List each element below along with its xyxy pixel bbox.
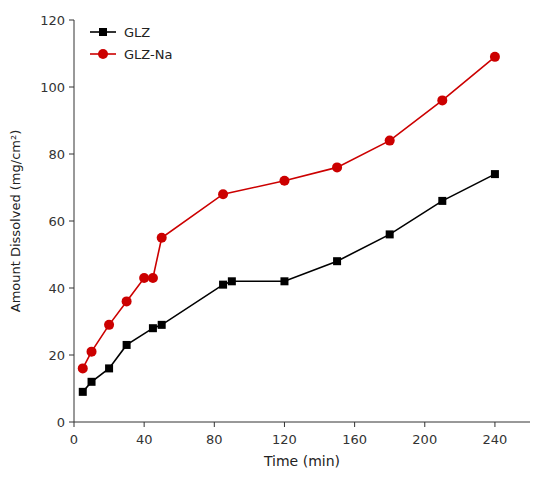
x-axis-line (74, 422, 530, 423)
data-point (158, 321, 166, 329)
data-point (279, 176, 289, 186)
chart: 0 40 80 120 160 200 240 0 20 40 60 80 100 120 Time (mi… (0, 0, 552, 480)
data-point (332, 162, 342, 172)
data-point (88, 378, 96, 386)
x-tick-label: 120 (272, 432, 297, 447)
y-tick-label: 60 (48, 214, 65, 229)
legend-label: GLZ-Na (124, 47, 172, 62)
data-point (104, 320, 114, 330)
data-point (105, 364, 113, 372)
y-axis-label: Amount Dissolved (mg/cm²) (8, 130, 23, 313)
y-tick-label: 80 (48, 147, 65, 162)
data-point (228, 277, 236, 285)
x-tick-label: 0 (70, 432, 78, 447)
x-tick-label: 200 (412, 432, 437, 447)
data-point (123, 341, 131, 349)
data-point (87, 347, 97, 357)
plot-area (78, 52, 500, 396)
series-line (83, 57, 495, 369)
data-point (280, 277, 288, 285)
y-tick-label: 100 (40, 80, 65, 95)
data-point (385, 136, 395, 146)
data-point (78, 363, 88, 373)
x-axis-label: Time (min) (263, 453, 340, 469)
x-tick-label: 160 (342, 432, 367, 447)
data-point (79, 388, 87, 396)
y-tick (69, 20, 74, 21)
x-tick (74, 422, 75, 427)
data-point (438, 197, 446, 205)
series-line (83, 174, 495, 392)
x-tick (424, 422, 425, 427)
y-tick (69, 355, 74, 356)
y-tick-label: 0 (57, 415, 65, 430)
y-tick (69, 221, 74, 222)
y-tick-label: 40 (48, 281, 65, 296)
data-point (491, 170, 499, 178)
y-tick-label: 20 (48, 348, 65, 363)
y-tick-label: 120 (40, 13, 65, 28)
x-tick (144, 422, 145, 427)
data-point (219, 281, 227, 289)
x-tick-label: 80 (206, 432, 223, 447)
data-point (157, 233, 167, 243)
legend-marker (98, 49, 108, 59)
legend-marker (99, 28, 107, 36)
data-point (139, 273, 149, 283)
x-tick-label: 240 (483, 432, 508, 447)
data-point (490, 52, 500, 62)
legend: GLZ GLZ-Na (90, 25, 172, 62)
legend-label: GLZ (124, 25, 150, 40)
x-tick (214, 422, 215, 427)
x-tick-label: 40 (136, 432, 153, 447)
y-tick (69, 154, 74, 155)
data-point (386, 230, 394, 238)
data-point (148, 273, 158, 283)
data-point (333, 257, 341, 265)
y-tick (69, 87, 74, 88)
y-tick (69, 288, 74, 289)
data-point (122, 296, 132, 306)
x-tick (284, 422, 285, 427)
data-point (437, 95, 447, 105)
data-point (218, 189, 228, 199)
x-tick (354, 422, 355, 427)
data-point (149, 324, 157, 332)
y-tick (69, 422, 74, 423)
x-tick (494, 422, 495, 427)
